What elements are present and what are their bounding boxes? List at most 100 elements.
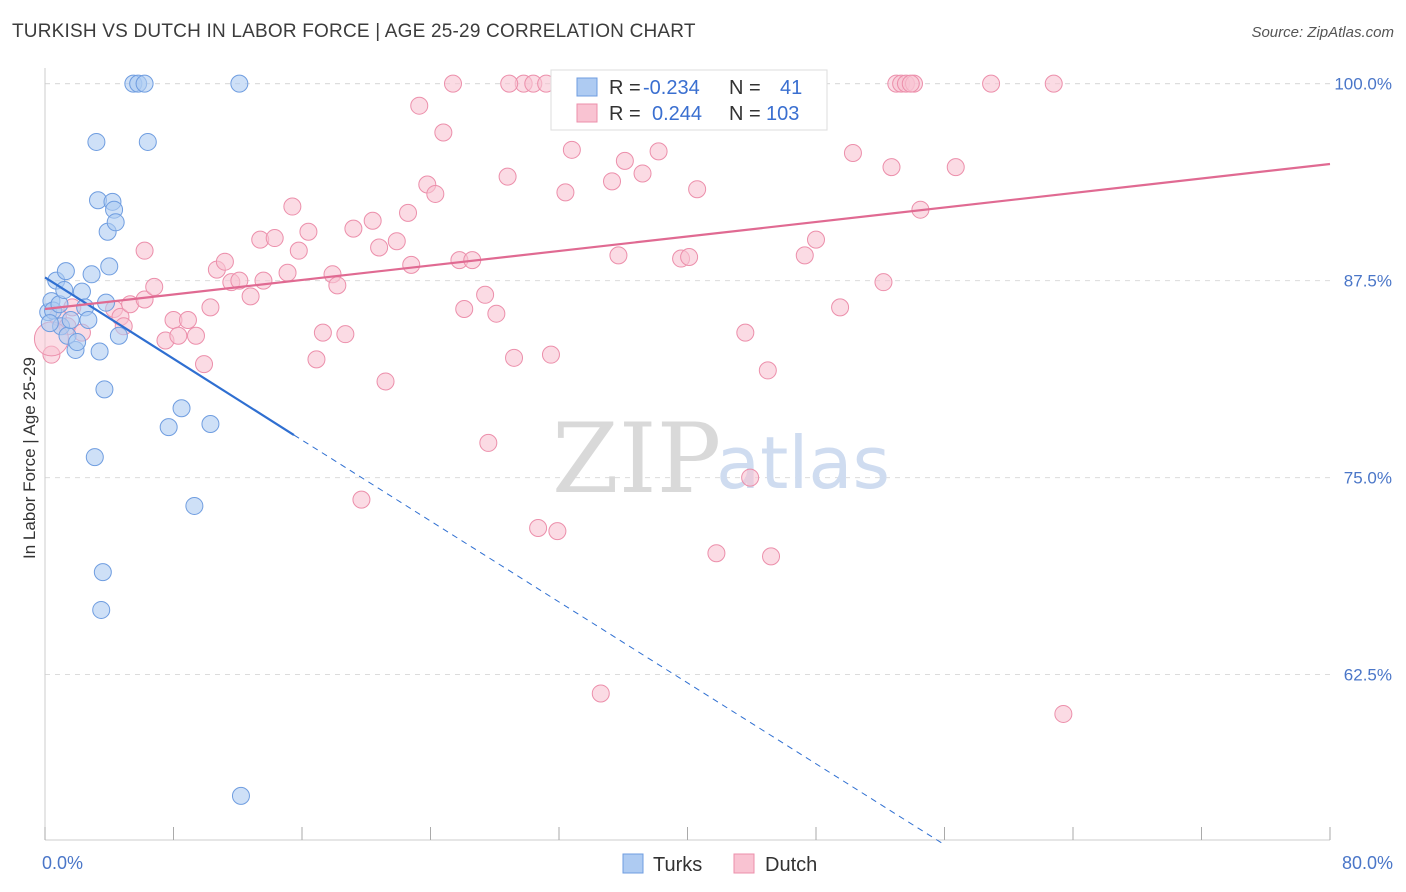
dutch-point-86 bbox=[831, 298, 850, 317]
dutch-point-22 bbox=[230, 271, 249, 290]
turks-point-9 bbox=[61, 311, 80, 329]
dutch-point-20 bbox=[215, 252, 234, 271]
dutch-point-40 bbox=[376, 372, 395, 391]
turks-point-40 bbox=[40, 314, 59, 333]
turks-point-28 bbox=[106, 213, 125, 232]
dutch-point-18 bbox=[201, 298, 220, 317]
dutch-point-25 bbox=[254, 271, 273, 290]
dutch-point-76 bbox=[707, 544, 726, 563]
dutch-points bbox=[33, 74, 1073, 723]
y-axis-title: In Labor Force | Age 25-29 bbox=[20, 357, 39, 559]
dutch-point-56 bbox=[505, 348, 524, 367]
bottom-legend-turks: Turks bbox=[653, 854, 702, 876]
dutch-point-102 bbox=[901, 74, 920, 93]
dutch-point-41 bbox=[387, 232, 406, 251]
bottom-legend-swatch-turks bbox=[622, 853, 644, 874]
legend-r-value-dutch: 0.244 bbox=[652, 103, 702, 125]
dutch-point-53 bbox=[479, 433, 498, 452]
dutch-point-39 bbox=[370, 238, 389, 257]
turks-point-39 bbox=[231, 786, 250, 805]
dutch-point-42 bbox=[399, 203, 418, 222]
y-tick-label-1: 75.0% bbox=[1344, 469, 1392, 488]
x-tick-labels: 0.0% 80.0% bbox=[42, 853, 1393, 873]
dutch-point-26 bbox=[265, 229, 284, 248]
dutch-point-27 bbox=[278, 263, 297, 282]
dutch-point-54 bbox=[487, 304, 506, 323]
turks-point-15 bbox=[82, 265, 101, 284]
watermark-atlas: atlas bbox=[716, 421, 890, 505]
dutch-point-89 bbox=[882, 158, 901, 177]
x-tick-label-1: 80.0% bbox=[1342, 853, 1393, 873]
legend-swatch-turks bbox=[576, 77, 598, 97]
y-tick-label-0: 62.5% bbox=[1344, 666, 1392, 685]
dutch-point-66 bbox=[591, 684, 610, 703]
dutch-point-68 bbox=[609, 246, 628, 265]
turks-point-25 bbox=[100, 257, 119, 276]
trend-lines bbox=[44, 162, 1331, 846]
dutch-point-55 bbox=[498, 167, 517, 186]
legend-n-value-dutch: 103 bbox=[766, 103, 799, 125]
dutch-point-98 bbox=[1054, 704, 1073, 723]
dutch-point-82 bbox=[762, 547, 781, 566]
dutch-point-28 bbox=[283, 197, 302, 216]
dutch-point-48 bbox=[443, 74, 462, 93]
axes bbox=[44, 68, 1331, 841]
dutch-point-74 bbox=[680, 247, 699, 266]
legend-r-value-turks: -0.234 bbox=[643, 77, 700, 99]
legend-swatch-dutch bbox=[576, 103, 598, 123]
turks-point-35 bbox=[172, 399, 191, 418]
watermark-zip: ZIP bbox=[552, 403, 721, 515]
dutch-point-31 bbox=[307, 350, 326, 369]
dutch-point-11 bbox=[145, 277, 164, 296]
dutch-point-17 bbox=[195, 355, 214, 374]
dutch-point-35 bbox=[336, 325, 355, 344]
dutch-point-34 bbox=[328, 276, 347, 295]
turks-trend-extension bbox=[293, 434, 945, 846]
dutch-point-44 bbox=[410, 96, 429, 115]
dutch-point-23 bbox=[241, 287, 260, 306]
legend-r-label-turks: R = bbox=[609, 77, 641, 99]
dutch-point-15 bbox=[178, 311, 197, 329]
legend-r-label-dutch: R = bbox=[609, 103, 641, 125]
turks-point-34 bbox=[159, 418, 178, 437]
dutch-point-75 bbox=[688, 180, 707, 199]
dutch-point-78 bbox=[736, 323, 755, 342]
dutch-point-62 bbox=[548, 522, 567, 541]
turks-point-19 bbox=[90, 342, 109, 361]
dutch-point-100 bbox=[500, 74, 519, 93]
dutch-point-64 bbox=[562, 140, 581, 159]
dutch-point-84 bbox=[795, 246, 814, 265]
turks-point-17 bbox=[87, 132, 106, 151]
dutch-point-85 bbox=[807, 230, 825, 249]
turks-point-11 bbox=[68, 333, 87, 352]
turks-point-20 bbox=[92, 600, 111, 619]
dutch-point-97 bbox=[1044, 74, 1063, 93]
x-tick-label-0: 0.0% bbox=[42, 853, 83, 873]
dutch-point-71 bbox=[649, 142, 668, 161]
dutch-point-10 bbox=[135, 241, 154, 260]
source-credit: Source: ZipAtlas.com bbox=[1251, 24, 1394, 41]
dutch-point-30 bbox=[299, 222, 318, 241]
dutch-point-52 bbox=[476, 285, 495, 304]
y-tick-label-3: 100.0% bbox=[1334, 75, 1392, 94]
dutch-point-32 bbox=[313, 323, 332, 342]
dutch-point-70 bbox=[633, 164, 652, 183]
y-tick-labels: 62.5% 75.0% 87.5% 100.0% bbox=[1334, 75, 1392, 685]
dutch-point-43 bbox=[402, 255, 421, 274]
dutch-point-81 bbox=[758, 361, 777, 380]
dutch-point-88 bbox=[874, 273, 893, 292]
dutch-point-96 bbox=[982, 74, 1001, 93]
bottom-legend-swatch-dutch bbox=[733, 853, 755, 874]
turks-point-14 bbox=[79, 311, 98, 329]
turks-point-36 bbox=[185, 496, 204, 515]
dutch-point-61 bbox=[541, 345, 560, 364]
dutch-point-63 bbox=[556, 183, 575, 202]
dutch-point-46 bbox=[426, 184, 445, 203]
dutch-point-87 bbox=[843, 143, 862, 162]
bottom-legend-dutch: Dutch bbox=[765, 854, 817, 876]
dutch-point-50 bbox=[455, 299, 474, 318]
chart-title: TURKISH VS DUTCH IN LABOR FORCE | AGE 25… bbox=[12, 21, 696, 42]
turks-point-38 bbox=[230, 74, 249, 93]
dutch-point-36 bbox=[344, 219, 363, 238]
